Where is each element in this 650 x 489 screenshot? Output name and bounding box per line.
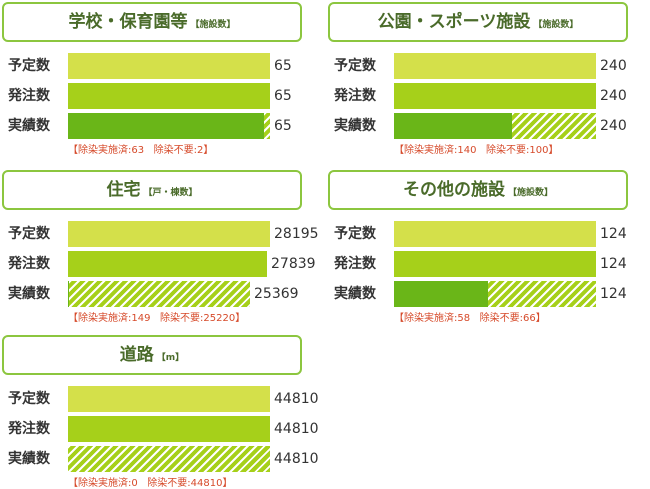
bar-no-need — [488, 281, 596, 307]
panel-unit: 【施設数】 — [190, 20, 236, 30]
note-no-need: 除染不要:66】 — [479, 313, 546, 324]
bar-ordered — [68, 83, 270, 109]
bar-no-need — [512, 113, 596, 139]
panel-title: 住宅 【戸・棟数】 — [2, 170, 302, 210]
panel-title-text: 学校・保育園等 — [68, 12, 188, 32]
panel-roads: 道路 【m】 予定数 44810 発注数 44810 実績数 44810 【除染実… — [2, 335, 319, 489]
row-ordered: 発注数 27839 — [2, 251, 322, 277]
row-label-planned: 予定数 — [8, 391, 50, 407]
breakdown-note: 【除染実施済:140 除染不要:100】 — [394, 141, 558, 156]
panel-title: 道路 【m】 — [2, 335, 302, 375]
value-ordered: 44810 — [274, 421, 319, 437]
value-ordered: 27839 — [271, 256, 316, 272]
note-no-need: 除染不要:44810】 — [147, 478, 233, 489]
row-planned: 予定数 124 — [328, 221, 648, 247]
panel-title-text: 住宅 — [106, 180, 141, 200]
note-no-need: 除染不要:25220】 — [160, 313, 246, 324]
panel-unit: 【戸・棟数】 — [143, 188, 198, 198]
panel-title-text: 公園・スポーツ施設 — [377, 12, 531, 32]
row-label-ordered: 発注数 — [8, 421, 50, 437]
row-label-done: 実績数 — [8, 451, 50, 467]
panel-title-text: その他の施設 — [402, 180, 505, 200]
bar-ordered — [68, 251, 267, 277]
panel-title-text: 道路 — [119, 345, 154, 365]
panel-title: その他の施設 【施設数】 — [328, 170, 628, 210]
value-planned: 65 — [274, 58, 292, 74]
breakdown-note: 【除染実施済:0 除染不要:44810】 — [68, 474, 232, 489]
row-planned: 予定数 240 — [328, 53, 648, 79]
row-label-done: 実績数 — [8, 118, 50, 134]
value-ordered: 240 — [600, 88, 627, 104]
bar-no-need — [68, 446, 270, 472]
row-done: 実績数 124 — [328, 281, 648, 307]
note-implemented: 【除染実施済:0 — [68, 478, 138, 489]
bar-ordered — [68, 416, 270, 442]
value-ordered: 124 — [600, 256, 627, 272]
row-ordered: 発注数 240 — [328, 83, 648, 109]
bar-planned — [394, 221, 596, 247]
bar-implemented — [68, 281, 69, 307]
bar-ordered — [394, 251, 596, 277]
row-label-ordered: 発注数 — [334, 256, 376, 272]
row-label-planned: 予定数 — [334, 58, 376, 74]
note-implemented: 【除染実施済:63 — [68, 145, 145, 156]
row-label-done: 実績数 — [8, 286, 50, 302]
row-ordered: 発注数 65 — [2, 83, 322, 109]
bar-implemented — [394, 113, 512, 139]
panel-title: 学校・保育園等 【施設数】 — [2, 2, 302, 42]
row-planned: 予定数 44810 — [2, 386, 322, 412]
breakdown-note: 【除染実施済:63 除染不要:2】 — [68, 141, 213, 156]
row-label-ordered: 発注数 — [8, 256, 50, 272]
row-planned: 予定数 28195 — [2, 221, 322, 247]
value-done: 25369 — [254, 286, 299, 302]
note-implemented: 【除染実施済:58 — [394, 313, 471, 324]
bar-implemented — [394, 281, 488, 307]
row-done: 実績数 25369 — [2, 281, 322, 307]
row-ordered: 発注数 44810 — [2, 416, 322, 442]
bar-implemented — [68, 113, 264, 139]
panel-unit: 【施設数】 — [533, 20, 579, 30]
bar-planned — [68, 53, 270, 79]
panel-unit: 【m】 — [156, 353, 185, 363]
panel-unit: 【施設数】 — [507, 188, 553, 198]
row-ordered: 発注数 124 — [328, 251, 648, 277]
row-done: 実績数 44810 — [2, 446, 322, 472]
panel-parks: 公園・スポーツ施設 【施設数】 予定数 240 発注数 240 実績数 240 【… — [328, 2, 628, 156]
value-planned: 124 — [600, 226, 627, 242]
panel-title: 公園・スポーツ施設 【施設数】 — [328, 2, 628, 42]
value-planned: 240 — [600, 58, 627, 74]
row-done: 実績数 240 — [328, 113, 648, 139]
bar-planned — [68, 386, 270, 412]
panel-housing: 住宅 【戸・棟数】 予定数 28195 発注数 27839 実績数 25369 【… — [2, 170, 319, 324]
value-planned: 28195 — [274, 226, 319, 242]
note-implemented: 【除染実施済:140 — [394, 145, 477, 156]
breakdown-note: 【除染実施済:58 除染不要:66】 — [394, 309, 546, 324]
note-no-need: 除染不要:2】 — [153, 145, 214, 156]
value-planned: 44810 — [274, 391, 319, 407]
bar-planned — [68, 221, 270, 247]
row-label-ordered: 発注数 — [8, 88, 50, 104]
row-label-ordered: 発注数 — [334, 88, 376, 104]
bar-no-need — [69, 281, 250, 307]
note-no-need: 除染不要:100】 — [486, 145, 559, 156]
panel-schools: 学校・保育園等 【施設数】 予定数 65 発注数 65 実績数 65 【除染実施済… — [2, 2, 302, 156]
value-ordered: 65 — [274, 88, 292, 104]
bar-planned — [394, 53, 596, 79]
row-label-done: 実績数 — [334, 286, 376, 302]
breakdown-note: 【除染実施済:149 除染不要:25220】 — [68, 309, 245, 324]
row-label-planned: 予定数 — [334, 226, 376, 242]
bar-no-need — [264, 113, 270, 139]
row-label-planned: 予定数 — [8, 226, 50, 242]
row-label-done: 実績数 — [334, 118, 376, 134]
row-done: 実績数 65 — [2, 113, 322, 139]
value-done: 65 — [274, 118, 292, 134]
bar-ordered — [394, 83, 596, 109]
panel-other-facilities: その他の施設 【施設数】 予定数 124 発注数 124 実績数 124 【除染実… — [328, 170, 628, 324]
value-done: 124 — [600, 286, 627, 302]
note-implemented: 【除染実施済:149 — [68, 313, 151, 324]
row-label-planned: 予定数 — [8, 58, 50, 74]
value-done: 240 — [600, 118, 627, 134]
value-done: 44810 — [274, 451, 319, 467]
row-planned: 予定数 65 — [2, 53, 322, 79]
